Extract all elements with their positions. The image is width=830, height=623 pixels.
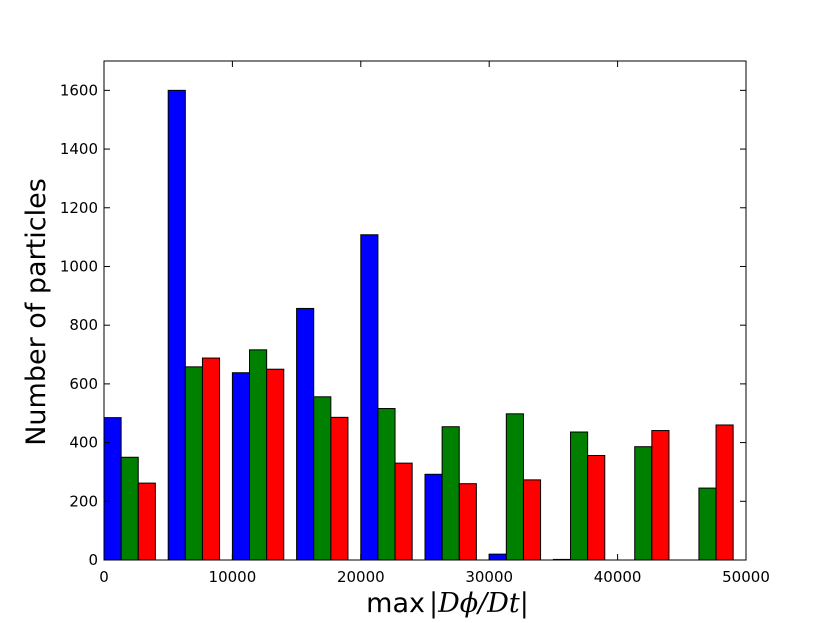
bar-series-3-bin-6 <box>458 483 477 561</box>
y-tick-label: 1600 <box>60 81 98 99</box>
bar-series-3-bin-4 <box>330 416 349 561</box>
bar-series-1-bin-3 <box>231 372 251 561</box>
bar-series-1-bin-5 <box>360 234 379 561</box>
x-tick-label: 30000 <box>465 568 513 586</box>
y-axis-label: Number of particles <box>21 178 52 446</box>
x-axis-label-math: |Dϕ/Dt| <box>429 588 529 619</box>
x-tick-labels: 0 10000 20000 30000 40000 50000 <box>99 568 770 586</box>
bar-series-1-bin-7 <box>488 553 507 561</box>
bar-series-2-bin-9 <box>634 446 653 561</box>
bar-series-3-bin-5 <box>394 462 413 561</box>
y-tick-label: 400 <box>69 434 98 452</box>
x-tick-label: 50000 <box>722 568 770 586</box>
y-tick-label: 1400 <box>60 140 98 158</box>
bar-series-3-bin-7 <box>522 479 542 561</box>
bar-series-2-bin-3 <box>249 349 268 561</box>
x-tick-label: 20000 <box>337 568 385 586</box>
bar-series-3-bin-8 <box>587 455 606 561</box>
bars-group <box>103 89 734 561</box>
bar-series-2-bin-8 <box>570 431 589 561</box>
bar-series-2-bin-6 <box>441 426 460 561</box>
bar-series-2-bin-4 <box>313 396 332 561</box>
bar-series-3-bin-10 <box>715 424 734 561</box>
plot-frame <box>103 60 747 561</box>
bar-series-2-bin-7 <box>505 413 524 561</box>
y-tick-label: 600 <box>69 375 98 393</box>
ticks-group <box>103 61 747 561</box>
x-tick-label: 10000 <box>209 568 257 586</box>
bar-series-2-bin-1 <box>120 456 139 561</box>
bar-series-3-bin-2 <box>201 357 221 561</box>
bar-series-1-bin-6 <box>424 473 443 561</box>
y-tick-label: 200 <box>69 492 98 510</box>
bar-series-3-bin-1 <box>137 482 156 561</box>
y-tick-labels: 0 200 400 600 800 1000 1200 1400 1600 <box>60 81 98 569</box>
bar-series-2-bin-10 <box>698 487 717 561</box>
y-tick-label: 0 <box>88 551 98 569</box>
bar-series-3-bin-3 <box>266 368 285 561</box>
y-tick-label: 1200 <box>60 199 98 217</box>
bar-series-1-bin-1 <box>103 417 122 561</box>
x-tick-label: 0 <box>99 568 109 586</box>
bar-series-1-bin-4 <box>296 307 315 561</box>
x-axis-label: max <box>366 588 425 619</box>
bar-series-2-bin-2 <box>184 366 203 561</box>
bar-series-2-bin-5 <box>377 408 396 561</box>
bar-series-1-bin-2 <box>167 89 186 561</box>
y-tick-label: 1000 <box>60 257 98 275</box>
y-tick-label: 800 <box>69 316 98 334</box>
bar-series-3-bin-9 <box>651 430 670 561</box>
x-tick-label: 40000 <box>594 568 642 586</box>
